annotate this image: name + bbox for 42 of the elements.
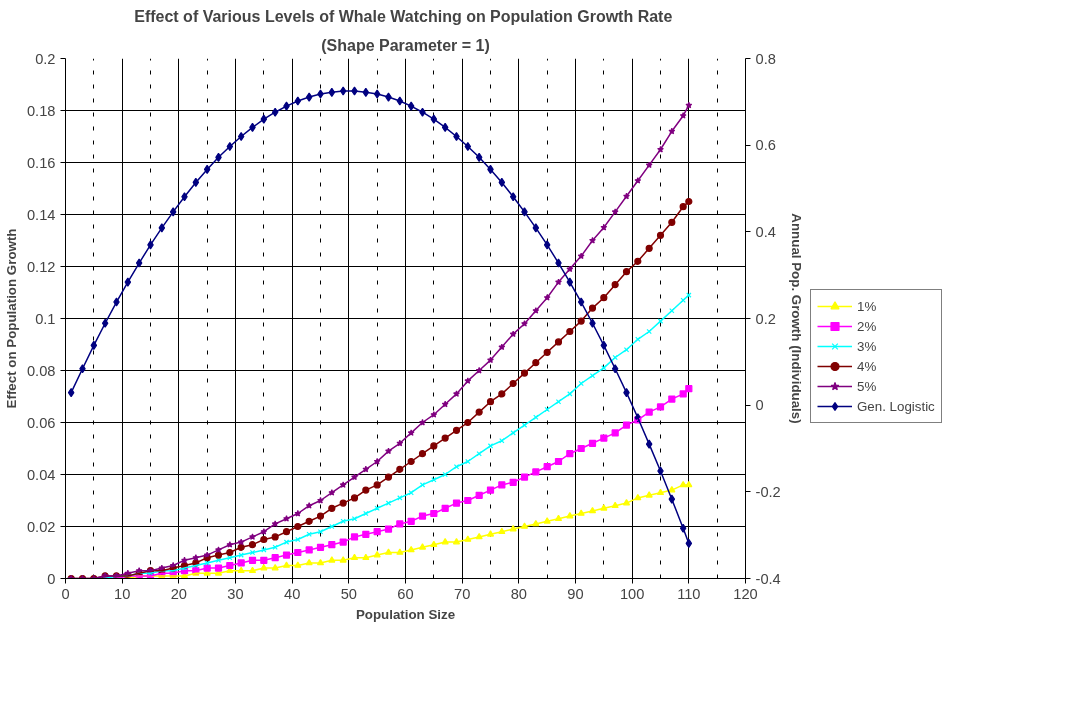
- legend-label: 4%: [857, 358, 877, 374]
- y-tick-label: 0.18: [26, 102, 56, 119]
- x-tick-label: 120: [733, 585, 758, 602]
- y-tick-label: 0.08: [26, 362, 56, 379]
- chart-title: Effect of Various Levels of Whale Watching on Population Growth Rate: [134, 7, 673, 25]
- x-tick-label: 50: [340, 585, 357, 602]
- y2-tick-label: -0.4: [755, 570, 781, 587]
- y-tick-label: 0: [47, 570, 56, 587]
- y2-tick-label: -0.2: [755, 483, 781, 500]
- y2-tick-label: 0: [755, 397, 764, 414]
- x-tick-label: 70: [454, 585, 471, 602]
- y-tick-label: 0.14: [26, 206, 56, 223]
- x-tick-label: 60: [397, 585, 414, 602]
- y-tick-label: 0.12: [26, 258, 56, 275]
- x-axis-title: Population Size: [355, 606, 456, 622]
- x-tick-label: 80: [510, 585, 527, 602]
- y-axis-title: Effect on Population Growth: [3, 228, 19, 409]
- y-tick-label: 0.06: [26, 414, 56, 431]
- y2-tick-label: 0.2: [755, 310, 776, 327]
- y2-tick-label: 0.4: [755, 223, 776, 240]
- x-tick-label: 100: [619, 585, 645, 602]
- x-tick-label: 20: [170, 585, 187, 602]
- x-tick-label: 40: [284, 585, 301, 602]
- y2-axis-title: Annual Pop. Growth (Individuals): [788, 213, 804, 424]
- y-tick-label: 0.02: [26, 518, 56, 535]
- legend-label: 2%: [857, 318, 877, 334]
- y-tick-label: 0.16: [26, 154, 56, 171]
- legend-label: 1%: [857, 298, 877, 314]
- legend-label: 3%: [857, 338, 877, 354]
- legend-label: Gen. Logistic: [857, 398, 935, 414]
- y2-tick-label: 0.8: [755, 50, 776, 67]
- x-tick-label: 110: [677, 585, 701, 602]
- y-tick-label: 0.2: [35, 50, 56, 67]
- legend-label: 5%: [857, 378, 877, 394]
- x-tick-label: 0: [61, 585, 70, 602]
- x-tick-label: 90: [567, 585, 584, 602]
- y-tick-label: 0.04: [26, 466, 56, 483]
- chart-subtitle: (Shape Parameter = 1): [321, 36, 490, 54]
- y2-tick-label: 0.6: [755, 137, 776, 154]
- x-tick-label: 30: [227, 585, 244, 602]
- x-tick-label: 10: [114, 585, 131, 602]
- y-tick-label: 0.1: [35, 310, 56, 327]
